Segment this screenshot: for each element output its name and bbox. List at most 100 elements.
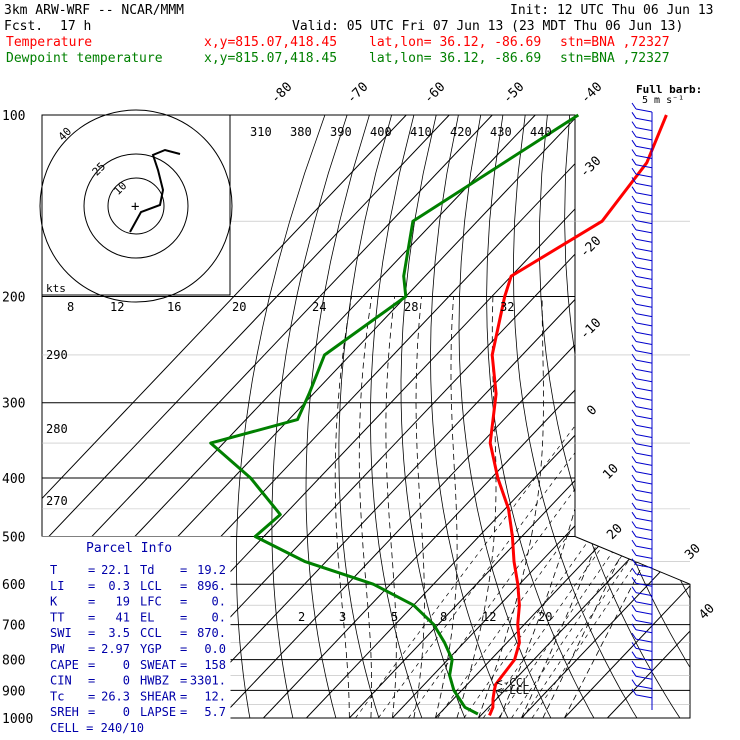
wind-barb-flag	[631, 270, 637, 277]
wind-barb	[631, 270, 653, 280]
wind-barb-flag	[631, 130, 637, 138]
wind-barb-flag	[631, 651, 637, 658]
parcel-value: 2.97	[101, 642, 130, 656]
isotherm-line	[42, 115, 450, 718]
wind-barb	[631, 670, 653, 680]
wind-barb-shaft	[635, 517, 653, 522]
wind-barb	[631, 511, 653, 522]
dewpoint-line	[209, 113, 580, 716]
wind-barb-flag	[631, 149, 637, 156]
wind-barb-shaft	[635, 424, 653, 429]
parcel-eq: =	[180, 689, 187, 703]
parcel-key: SWI	[50, 626, 72, 640]
dry-adiabat	[338, 115, 392, 718]
theta-label: 420	[450, 125, 472, 139]
wind-barb	[631, 158, 653, 169]
wind-barb-shaft	[635, 582, 653, 587]
parcel-value: 3301.	[190, 674, 226, 688]
wind-barb-flag	[631, 418, 637, 426]
moist-adiabat	[413, 296, 425, 718]
wind-barb-shaft	[635, 573, 653, 578]
isotherm-label: 20	[604, 521, 626, 543]
parcel-value: 12.	[204, 689, 226, 703]
wind-barb-shaft	[635, 350, 653, 355]
parcel-eq: =	[180, 610, 187, 624]
parcel-value: 896.	[197, 579, 226, 593]
wind-barb-flag	[631, 279, 637, 286]
mixing-ratio-label: 12	[110, 300, 124, 314]
dry-adiabat	[512, 115, 638, 718]
temperature-legend-stn: stn=BNA ,72327	[560, 35, 670, 50]
wind-barb-flag	[631, 260, 637, 268]
theta-label: 400	[370, 125, 392, 139]
mixing-ratio-label: 20	[232, 300, 246, 314]
header-title: 3km ARW-WRF -- NCAR/MMM	[4, 3, 184, 18]
wind-barb-shaft	[635, 489, 653, 494]
wind-barb-shaft	[635, 210, 653, 215]
header-valid: Valid: 05 UTC Fri 07 Jun 13 (23 MDT Thu …	[292, 19, 683, 34]
wind-barb	[631, 130, 653, 141]
sounding-series	[209, 113, 668, 716]
wind-barb-flag	[631, 586, 637, 593]
isotherm-label: -10	[577, 316, 604, 343]
wind-barb	[631, 428, 653, 438]
wind-barb-shaft	[635, 471, 653, 476]
parcel-eq: =	[180, 595, 187, 609]
wind-barb-shaft	[635, 238, 653, 243]
wind-barb-flag	[631, 372, 637, 379]
wind-barb-shaft	[635, 182, 653, 187]
parcel-value: 26.3	[101, 689, 130, 703]
dry-adiabat	[588, 115, 690, 718]
hodograph-box	[41, 114, 231, 296]
wind-barb-flag	[631, 539, 637, 547]
wind-barb-flag	[631, 577, 637, 584]
mixing-ratio-line	[531, 296, 690, 718]
wind-barb-flag	[631, 660, 637, 668]
dewpoint-legend-label: Dewpoint temperature	[6, 51, 163, 66]
parcel-eq: =	[88, 563, 95, 577]
wind-barb-flag	[631, 670, 637, 677]
wind-barb-shaft	[635, 378, 653, 383]
wind-barb	[631, 493, 653, 504]
parcel-key: LFC	[140, 595, 162, 609]
theta-label: 390	[330, 125, 352, 139]
wind-barb-shaft	[635, 620, 653, 624]
wind-barb	[631, 121, 653, 132]
dry-adiabat	[539, 115, 681, 718]
temperature-line	[488, 114, 668, 716]
parcel-eq: =	[88, 642, 95, 656]
wind-barb	[631, 279, 653, 290]
isotherm-line	[42, 115, 493, 718]
wind-barb-flag	[631, 474, 637, 482]
wind-barb	[631, 307, 653, 318]
wind-barb-flag	[631, 502, 637, 510]
isotherm-line	[42, 115, 407, 718]
parcel-value: 870.	[197, 626, 226, 640]
wind-barb-shaft	[635, 685, 653, 690]
wind-barb-flag	[631, 595, 637, 603]
wind-barb-shaft	[635, 285, 653, 290]
wind-barb-shaft	[635, 461, 653, 466]
wind-barb-flag	[631, 484, 637, 491]
isotherm-label: 40	[696, 601, 718, 623]
wind-barb-shaft	[635, 601, 653, 606]
pressure-tick-label: 200	[2, 291, 25, 306]
parcel-eq: =	[180, 563, 187, 577]
wind-barb-shaft	[635, 406, 653, 411]
wind-barb	[631, 549, 653, 559]
wind-barb-shaft	[635, 396, 653, 401]
isotherm-line	[564, 115, 690, 718]
dry-adiabat	[458, 115, 552, 718]
wind-barb-shaft	[635, 341, 653, 345]
wind-barb-flag	[631, 558, 637, 565]
lcl-marker: <-LCL	[496, 684, 529, 697]
wind-barb	[631, 567, 653, 578]
isotherm-label: 0	[584, 403, 600, 419]
dry-adiabat	[658, 115, 690, 718]
parcel-eq: =	[180, 658, 187, 672]
mixing-ratio-label-low: 12	[482, 610, 496, 624]
wind-barb-flag	[631, 186, 637, 193]
wind-barb	[631, 409, 653, 420]
isotherm-label: -30	[577, 154, 604, 181]
